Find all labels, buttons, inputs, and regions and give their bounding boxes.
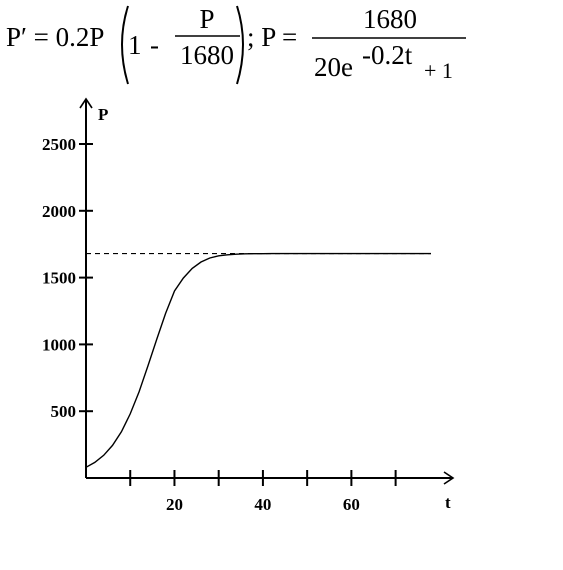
solution-numerator: 1680 <box>363 4 417 34</box>
y-tick-label: 2000 <box>42 202 76 221</box>
y-tick-label: 2500 <box>42 135 76 154</box>
equation: P′ = 0.2P 1 - P 1680 ; P = 1680 20e -0.2… <box>6 4 466 85</box>
y-tick-label: 500 <box>51 402 77 421</box>
y-tick-label: 1000 <box>42 335 76 354</box>
x-axis-label: t <box>445 493 451 512</box>
fraction-denominator: 1680 <box>180 40 234 70</box>
y-axis-arrow-icon <box>79 97 93 109</box>
solution-denominator-base: 20e <box>314 52 353 82</box>
solution-denominator-exponent: -0.2t <box>362 40 413 70</box>
x-tick-labels: 20 40 60 <box>166 495 360 514</box>
equation-separator: ; P = <box>247 22 297 52</box>
right-paren <box>236 5 244 85</box>
equation-minus: - <box>150 30 159 60</box>
series-curve <box>85 252 431 468</box>
x-ticks <box>129 470 397 486</box>
equation-one: 1 <box>128 30 142 60</box>
fraction-numerator: P <box>199 4 214 34</box>
solution-denominator-tail: + 1 <box>424 58 453 83</box>
x-tick-label: 60 <box>343 495 360 514</box>
x-axis-arrow-icon <box>443 471 455 485</box>
equation-lhs: P′ = 0.2P <box>6 22 104 52</box>
x-tick-label: 40 <box>254 495 271 514</box>
x-tick-label: 20 <box>166 495 183 514</box>
y-ticks <box>79 143 93 413</box>
left-paren <box>121 5 129 85</box>
y-axis-label: P <box>98 105 108 124</box>
y-tick-label: 1500 <box>42 269 76 288</box>
y-tick-labels: 500 1000 1500 2000 2500 <box>42 135 76 421</box>
plot-area: 500 1000 1500 2000 2500 20 40 60 P t <box>42 97 455 514</box>
